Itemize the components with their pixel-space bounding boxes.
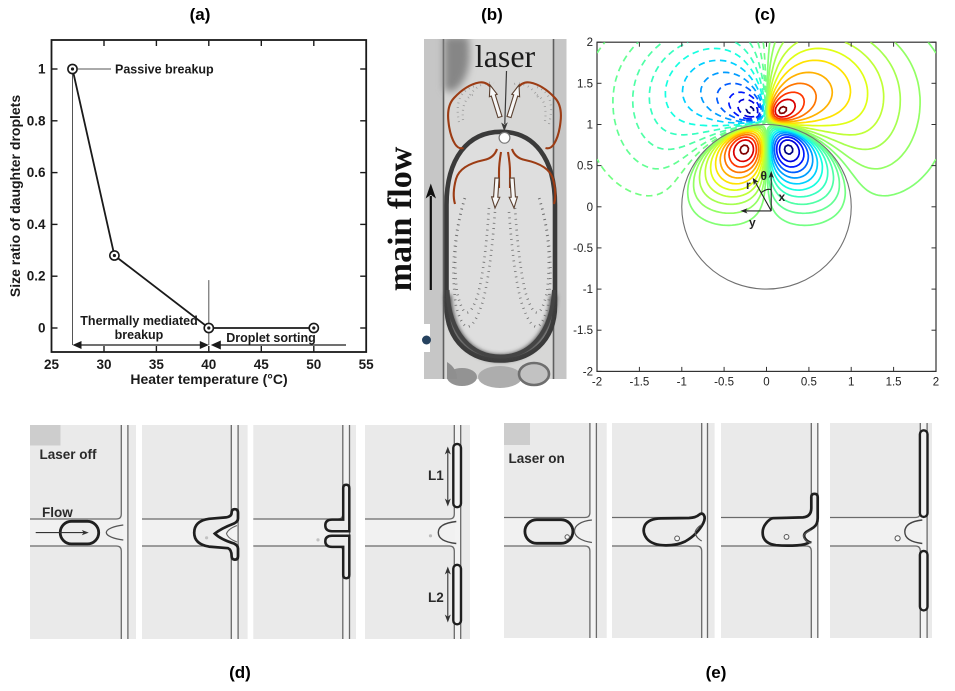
svg-text:0: 0 — [587, 202, 593, 214]
svg-text:Size ratio of daughter droplet: Size ratio of daughter droplets — [7, 95, 23, 297]
svg-text:breakup: breakup — [115, 328, 164, 342]
svg-text:(a): (a) — [190, 5, 211, 24]
svg-text:θ: θ — [761, 169, 768, 183]
svg-text:main flow: main flow — [382, 146, 419, 291]
svg-text:0.2: 0.2 — [27, 269, 46, 284]
svg-text:r: r — [746, 178, 751, 192]
svg-text:25: 25 — [44, 357, 60, 372]
svg-text:35: 35 — [149, 357, 165, 372]
svg-text:Passive breakup: Passive breakup — [115, 63, 214, 77]
svg-text:(b): (b) — [481, 5, 503, 24]
svg-text:2: 2 — [933, 376, 939, 388]
svg-text:0: 0 — [38, 321, 46, 336]
svg-text:-1: -1 — [583, 284, 593, 296]
svg-text:-2: -2 — [583, 366, 593, 378]
svg-text:1: 1 — [848, 376, 854, 388]
svg-text:Laser off: Laser off — [40, 447, 98, 462]
svg-text:55: 55 — [359, 357, 375, 372]
svg-text:-1: -1 — [677, 376, 687, 388]
svg-text:(e): (e) — [706, 663, 727, 682]
svg-text:x: x — [779, 190, 786, 204]
svg-text:0.4: 0.4 — [27, 217, 46, 232]
svg-text:Heater temperature (°C): Heater temperature (°C) — [130, 371, 287, 387]
svg-text:30: 30 — [96, 357, 111, 372]
svg-text:Laser on: Laser on — [509, 451, 565, 466]
svg-text:L1: L1 — [428, 468, 444, 483]
svg-text:L2: L2 — [428, 590, 444, 605]
svg-text:-0.5: -0.5 — [714, 376, 734, 388]
svg-text:-2: -2 — [592, 376, 602, 388]
svg-text:Flow: Flow — [42, 505, 73, 520]
svg-text:laser: laser — [475, 38, 536, 74]
svg-text:0: 0 — [763, 376, 769, 388]
svg-text:1.5: 1.5 — [577, 78, 593, 90]
svg-text:2: 2 — [587, 37, 593, 49]
svg-text:Droplet sorting: Droplet sorting — [226, 331, 316, 345]
svg-text:0.5: 0.5 — [577, 161, 593, 173]
svg-text:40: 40 — [201, 357, 216, 372]
svg-text:1.5: 1.5 — [886, 376, 902, 388]
svg-text:50: 50 — [306, 357, 321, 372]
svg-text:-1.5: -1.5 — [573, 325, 593, 337]
svg-text:-1.5: -1.5 — [629, 376, 649, 388]
svg-text:1: 1 — [38, 62, 46, 77]
svg-text:45: 45 — [254, 357, 270, 372]
svg-text:(d): (d) — [229, 663, 251, 682]
svg-text:1: 1 — [587, 120, 593, 132]
svg-text:(c): (c) — [755, 5, 776, 24]
svg-text:Thermally mediated: Thermally mediated — [80, 314, 197, 328]
svg-text:0.5: 0.5 — [801, 376, 817, 388]
svg-text:-0.5: -0.5 — [573, 243, 593, 255]
svg-text:y: y — [749, 216, 756, 230]
svg-text:0.6: 0.6 — [27, 165, 46, 180]
svg-text:0.8: 0.8 — [27, 113, 46, 128]
